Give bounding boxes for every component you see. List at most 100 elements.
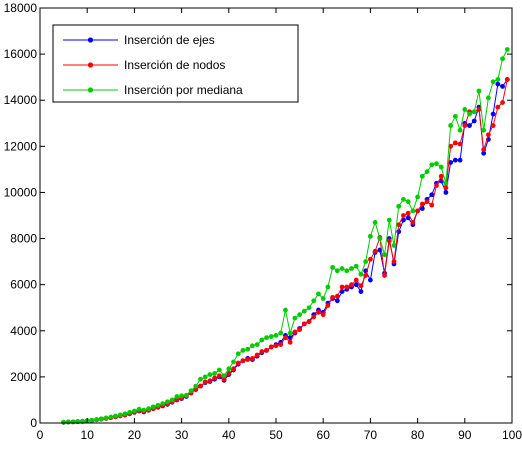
data-point [453,140,458,145]
y-tick-label: 18000 [4,1,38,15]
y-tick-label: 6000 [10,278,37,292]
y-tick-label: 14000 [4,93,38,107]
data-point [264,348,269,353]
x-tick-label: 0 [37,428,44,442]
data-point [486,132,491,137]
data-point [420,174,425,179]
data-point [156,403,161,408]
data-point [278,342,283,347]
data-point [217,368,222,373]
x-tick-label: 100 [502,428,522,442]
data-point [283,335,288,340]
legend-label: Inserción por mediana [124,83,243,97]
data-point [255,342,260,347]
data-point [141,408,146,413]
data-point [382,252,387,257]
data-point [259,349,264,354]
data-point [330,265,335,270]
data-point [274,343,279,348]
data-point [472,109,477,114]
data-point [311,315,316,320]
data-point [458,158,463,163]
data-point [307,305,312,310]
data-point [132,409,137,414]
data-point [245,357,250,362]
data-point [330,295,335,300]
data-point [344,285,349,290]
data-point [354,278,359,283]
data-point [429,162,434,167]
data-point [292,330,297,335]
data-point [359,283,364,288]
legend-marker [88,62,93,67]
data-point [477,89,482,94]
data-point [368,278,373,283]
data-point [137,407,142,412]
data-point [297,312,302,317]
data-point [491,112,496,117]
x-tick-label: 40 [222,428,236,442]
x-tick-label: 80 [411,428,425,442]
data-point [429,203,434,208]
data-point [392,243,397,248]
data-point [491,123,496,128]
data-point [326,285,331,290]
data-point [151,404,156,409]
data-point [401,213,406,218]
data-point [189,388,194,393]
data-point [94,417,99,422]
data-point [222,373,227,378]
data-point [373,249,378,254]
data-point [236,351,241,356]
data-point [217,373,222,378]
data-point [349,266,354,271]
data-point [363,273,368,278]
data-point [113,414,118,419]
data-point [467,123,472,128]
x-tick-label: 50 [269,428,283,442]
data-point [340,285,345,290]
data-point [241,358,246,363]
data-point [311,298,316,303]
data-point [203,374,208,379]
data-point [231,360,236,365]
y-tick-label: 8000 [10,232,37,246]
data-point [283,308,288,313]
data-point [288,340,293,345]
data-point [259,338,264,343]
data-point [212,371,217,376]
data-point [415,195,420,200]
data-point [335,294,340,299]
legend: Inserción de ejes Inserción de nodos Inser… [53,25,298,102]
data-point [410,208,415,213]
data-point [326,303,331,308]
data-point [146,406,151,411]
data-point [444,181,449,186]
data-point [434,183,439,188]
data-point [335,268,340,273]
data-point [458,128,463,133]
data-point [406,211,411,216]
legend-label: Inserción de ejes [124,33,215,47]
data-point [500,100,505,105]
data-point [396,204,401,209]
data-point [491,79,496,84]
data-point [123,411,128,416]
data-point [170,398,175,403]
data-point [302,309,307,314]
data-point [439,165,444,170]
data-point [396,229,401,234]
data-point [274,333,279,338]
data-point [66,420,71,425]
data-point [467,112,472,117]
data-point [212,376,217,381]
data-point [250,343,255,348]
data-point [236,361,241,366]
data-point [505,47,510,52]
data-point [462,123,467,128]
data-point [354,282,359,287]
data-point [321,296,326,301]
data-point [160,401,165,406]
legend-label: Inserción de nodos [124,58,225,72]
